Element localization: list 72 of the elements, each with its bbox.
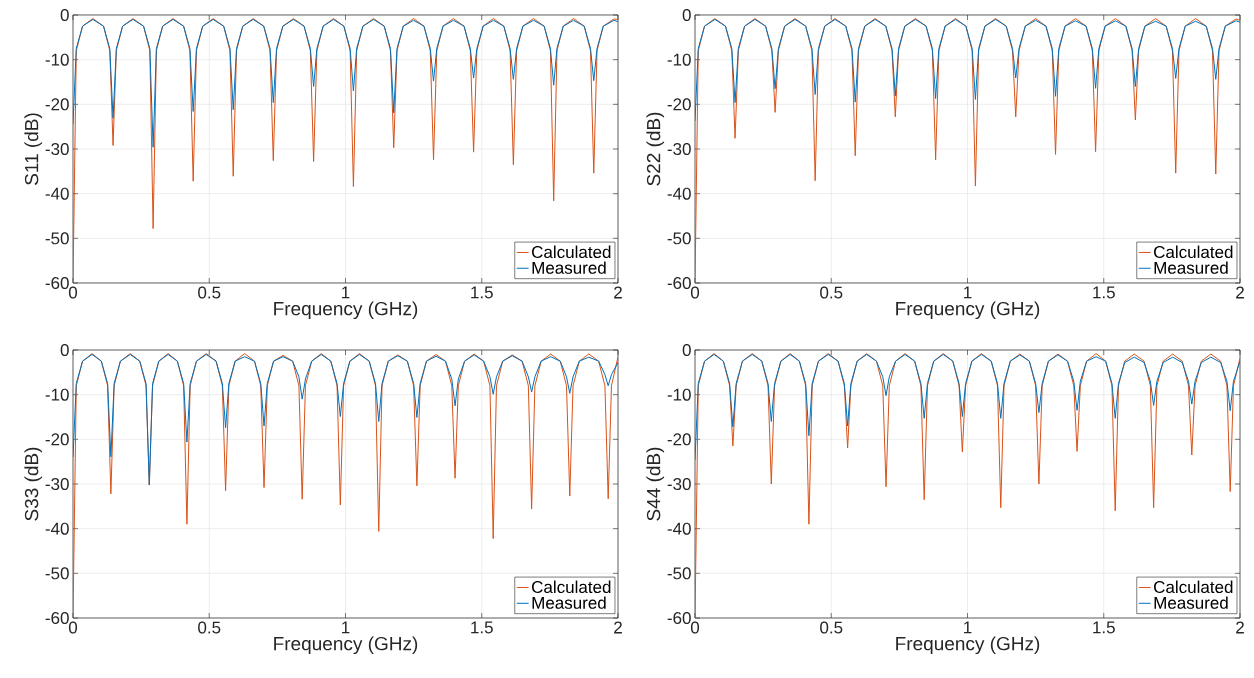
x-tick-label: 2 xyxy=(614,621,622,634)
x-tick-label: 0.5 xyxy=(820,286,843,299)
x-tick-label: 1.5 xyxy=(1093,621,1115,634)
y-axis-title: S33 (dB) xyxy=(24,447,43,521)
x-tick-label: 1 xyxy=(342,621,350,634)
line-series xyxy=(73,18,619,148)
x-tick-label: 1.5 xyxy=(471,621,493,634)
y-tick-label: -40 xyxy=(667,187,691,200)
x-tick-label: 0 xyxy=(68,286,78,299)
y-tick-label: -20 xyxy=(667,98,691,111)
y-tick-label: -10 xyxy=(667,388,691,401)
y-tick-label: -20 xyxy=(45,98,69,111)
y-tick-label: -10 xyxy=(45,53,69,66)
y-tick-label: -30 xyxy=(45,142,69,156)
y-tick-label: -60 xyxy=(45,611,69,625)
x-axis-title: Frequency (GHz) xyxy=(274,301,418,320)
x-tick-label: 2 xyxy=(1236,286,1244,299)
y-axis-title: S44 (dB) xyxy=(646,447,665,521)
legend-label: Measured xyxy=(532,261,606,274)
x-axis-title: Frequency (GHz) xyxy=(274,636,418,655)
x-tick-label: 0 xyxy=(68,621,78,634)
y-tick-label: -30 xyxy=(667,477,691,491)
y-tick-label: -50 xyxy=(45,232,69,245)
y-axis-title: S11 (dB) xyxy=(24,113,43,185)
x-tick-label: 0 xyxy=(690,621,700,634)
y-tick-label: 0 xyxy=(60,343,69,357)
x-tick-label: 1 xyxy=(964,286,972,299)
y-axis-title: S22 (dB) xyxy=(646,112,665,186)
x-tick-label: 1 xyxy=(964,621,972,634)
line-series xyxy=(695,353,1241,618)
x-axis-title: Frequency (GHz) xyxy=(896,636,1040,655)
x-tick-label: 1 xyxy=(342,286,350,299)
x-tick-label: 2 xyxy=(614,286,622,299)
legend-label: Measured xyxy=(532,596,606,609)
x-tick-label: 2 xyxy=(1236,621,1244,634)
y-tick-label: -30 xyxy=(45,477,69,491)
x-axis-title: Frequency (GHz) xyxy=(896,301,1040,320)
y-tick-label: -60 xyxy=(667,276,691,290)
x-tick-label: 0 xyxy=(690,286,700,299)
y-tick-label: 0 xyxy=(682,343,691,357)
legend-label: Calculated xyxy=(1154,580,1233,594)
line-series xyxy=(695,353,1241,461)
line-series xyxy=(695,18,1241,122)
x-tick-label: 0.5 xyxy=(198,286,221,299)
x-tick-label: 1.5 xyxy=(471,286,493,299)
line-series xyxy=(73,18,619,283)
line-series xyxy=(73,353,619,486)
y-tick-label: -50 xyxy=(667,567,691,580)
y-tick-label: -40 xyxy=(45,187,69,200)
legend-label: Calculated xyxy=(532,580,611,594)
y-tick-label: -10 xyxy=(667,53,691,66)
y-tick-label: -10 xyxy=(45,388,69,401)
y-tick-label: -60 xyxy=(667,611,691,625)
y-tick-label: -50 xyxy=(45,567,69,580)
legend-label: Calculated xyxy=(1154,245,1233,259)
legend-label: Measured xyxy=(1154,261,1228,274)
x-tick-label: 0.5 xyxy=(198,621,221,634)
y-tick-label: -50 xyxy=(667,232,691,245)
y-tick-label: -30 xyxy=(667,142,691,156)
y-tick-label: -60 xyxy=(45,276,69,290)
y-tick-label: -20 xyxy=(667,433,691,446)
x-tick-label: 0.5 xyxy=(820,621,843,634)
y-tick-label: 0 xyxy=(682,8,691,22)
y-tick-label: -20 xyxy=(45,433,69,446)
y-tick-label: 0 xyxy=(60,8,69,22)
y-tick-label: -40 xyxy=(667,522,691,535)
y-tick-label: -40 xyxy=(45,522,69,535)
legend-label: Calculated xyxy=(532,245,611,259)
legend-label: Measured xyxy=(1154,596,1228,609)
x-tick-label: 1.5 xyxy=(1093,286,1115,299)
line-series xyxy=(73,353,619,618)
line-series xyxy=(695,18,1241,283)
